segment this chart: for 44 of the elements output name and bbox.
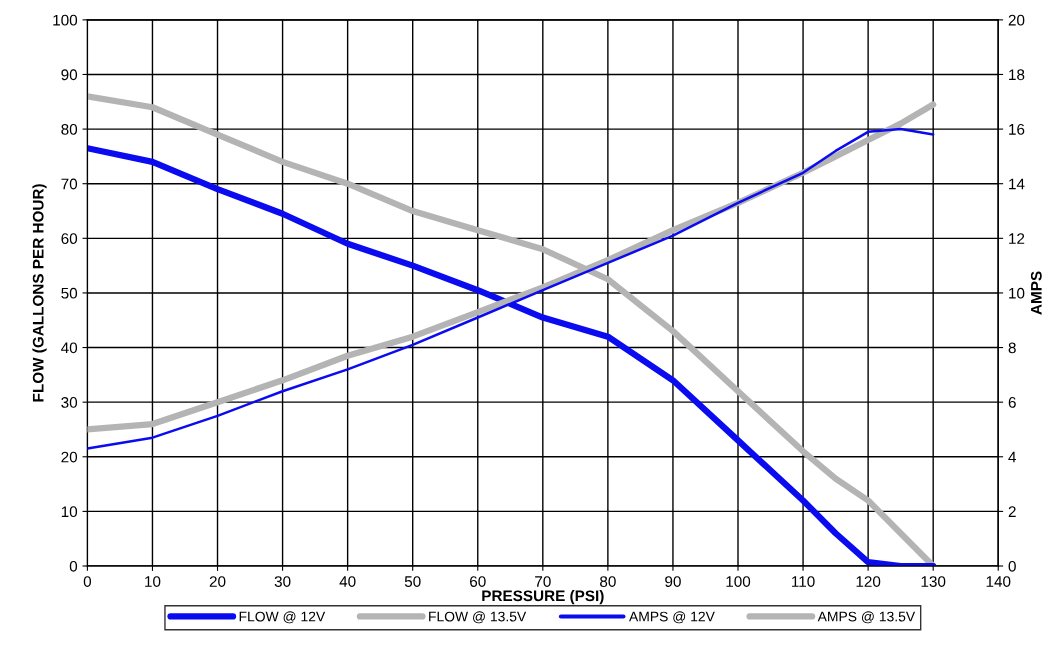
y2-tick-label: 8 — [1008, 342, 1016, 354]
y-axis-title: FLOW (GALLONS PER HOUR) — [32, 184, 47, 402]
y-tick-label: 40 — [61, 342, 78, 354]
legend-label: AMPS @ 13.5V — [817, 611, 916, 624]
x-axis-title: PRESSURE (PSI) — [482, 589, 604, 605]
y2-tick-label: 6 — [1008, 397, 1016, 408]
y-tick-label: 60 — [61, 233, 78, 245]
x-tick-label: 110 — [792, 576, 815, 587]
y-tick-label: 80 — [61, 123, 78, 135]
y2-tick-label: 18 — [1009, 69, 1025, 81]
x-tick-label: 90 — [665, 576, 681, 587]
x-tick-label: 140 — [986, 576, 1011, 587]
y-tick-label: 0 — [69, 560, 78, 572]
legend-label: FLOW @ 13.5V — [429, 611, 527, 624]
x-tick-label: 50 — [404, 576, 421, 587]
x-tick-label: 30 — [274, 576, 291, 587]
y2-tick-label: 12 — [1009, 233, 1025, 244]
x-tick-label: 130 — [921, 576, 946, 587]
x-tick-label: 100 — [726, 576, 751, 587]
y2-axis-title: AMPS — [1030, 271, 1042, 315]
x-tick-label: 20 — [209, 576, 226, 587]
x-tick-label: 40 — [339, 576, 356, 587]
x-tick-label: 10 — [145, 576, 161, 587]
y-tick-label: 100 — [53, 14, 78, 26]
y2-tick-label: 2 — [1008, 506, 1016, 517]
y2-tick-label: 14 — [1009, 178, 1025, 190]
x-tick-label: 60 — [470, 576, 486, 587]
x-tick-label: 120 — [856, 576, 881, 587]
y-tick-label: 20 — [61, 451, 78, 463]
x-tick-label: 80 — [600, 576, 616, 587]
y2-tick-label: 4 — [1008, 451, 1017, 463]
y2-tick-label: 0 — [1008, 560, 1016, 572]
legend-label: FLOW @ 12V — [239, 611, 326, 624]
y-tick-label: 10 — [61, 506, 78, 518]
y2-tick-label: 16 — [1009, 123, 1025, 135]
x-tick-label: 0 — [83, 576, 92, 587]
x-tick-label: 70 — [535, 576, 551, 587]
y-tick-label: 50 — [61, 287, 78, 299]
y-tick-label: 90 — [61, 69, 78, 81]
y-tick-label: 30 — [61, 397, 78, 408]
y2-tick-label: 10 — [1009, 287, 1025, 299]
y-tick-label: 70 — [61, 178, 78, 190]
y2-tick-label: 20 — [1008, 14, 1025, 26]
legend-label: AMPS @ 12V — [629, 611, 715, 624]
